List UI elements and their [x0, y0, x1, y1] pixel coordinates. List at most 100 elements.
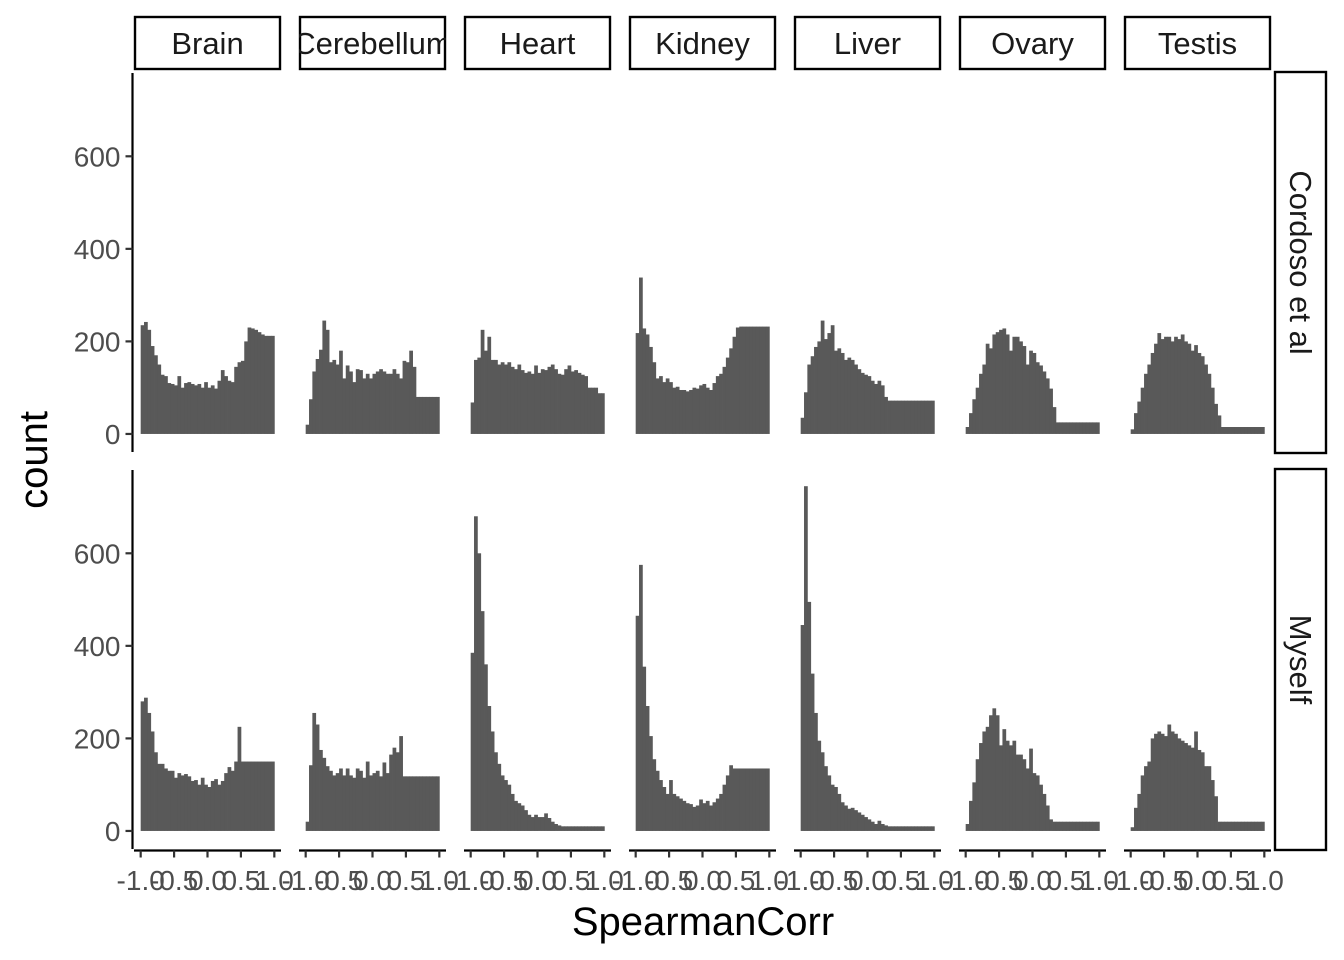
x-tick-label: -0.5	[810, 865, 858, 896]
histogram-bar	[510, 793, 515, 831]
x-tick-label: 0.5	[1211, 865, 1250, 896]
histogram-bar	[1055, 422, 1060, 434]
histogram-bar	[267, 761, 272, 831]
strip-box	[1273, 467, 1328, 852]
histogram-bar	[425, 776, 430, 831]
x-tick-label: 1.0	[255, 865, 294, 896]
histogram-bar	[722, 784, 727, 831]
histogram-bar	[854, 364, 858, 434]
histogram-bar	[329, 770, 333, 831]
histogram-bar	[739, 326, 743, 434]
histogram-bar	[837, 793, 842, 831]
histogram-bar	[719, 793, 723, 831]
histogram-bar	[1042, 371, 1047, 434]
y-tick-label: 600	[74, 141, 121, 172]
histogram-bar	[1227, 821, 1232, 831]
axes-layer: 02004006000200400600-1.0-0.50.00.51.0-1.…	[74, 73, 1284, 896]
histogram-bar	[1180, 740, 1185, 831]
histogram-bar	[432, 396, 437, 434]
histogram-bar	[332, 775, 337, 831]
histogram-bar	[1190, 747, 1195, 831]
histogram-bar	[1039, 365, 1043, 434]
histogram-bar	[305, 821, 310, 831]
histogram-bar	[1079, 422, 1084, 434]
strip-label-ovary: Ovary	[991, 26, 1074, 61]
histogram-bar	[352, 777, 357, 831]
panel-liver-myself	[800, 486, 935, 831]
histogram-bar	[1045, 378, 1050, 434]
histogram-bar	[190, 383, 195, 434]
x-tick-label: -0.5	[975, 865, 1023, 896]
x-tick-label: 0.0	[1013, 865, 1052, 896]
histogram-bar	[204, 382, 208, 434]
histogram-bar	[470, 652, 475, 831]
histogram-bar	[1092, 821, 1097, 831]
histogram-bar	[1069, 821, 1073, 831]
histogram-bar	[972, 399, 977, 434]
histogram-bar	[1194, 731, 1198, 831]
histogram-bar	[312, 371, 317, 434]
histogram-bar	[422, 776, 427, 831]
histogram-bar	[1039, 784, 1043, 831]
y-tick-label: 400	[74, 234, 121, 265]
histogram-bar	[870, 380, 875, 434]
histogram-bar	[1075, 821, 1080, 831]
histogram-bar	[419, 776, 424, 831]
histogram-bar	[544, 813, 548, 831]
histogram-bar	[1082, 821, 1087, 831]
histogram-bar	[487, 336, 492, 434]
y-tick-label: 200	[74, 326, 121, 357]
strip-label-liver: Liver	[834, 26, 901, 61]
histogram-bar	[342, 775, 347, 831]
histogram-bar	[685, 803, 690, 831]
histogram-bar	[742, 326, 747, 434]
histogram-bar	[1230, 427, 1235, 434]
histogram-bar	[900, 400, 905, 434]
histogram-bar	[224, 376, 228, 434]
histogram-bar	[335, 364, 340, 434]
histogram-bar	[712, 383, 717, 434]
histogram-bar	[382, 371, 387, 434]
histogram-bar	[745, 768, 750, 831]
strip-box	[793, 15, 942, 71]
histogram-bar	[662, 786, 667, 831]
histogram-bar	[765, 768, 770, 831]
histogram-bar	[164, 376, 168, 434]
histogram-bar	[257, 761, 262, 831]
histogram-bar	[577, 826, 582, 831]
histogram-bar	[999, 329, 1003, 434]
histogram-bar	[319, 349, 323, 434]
histogram-bar	[520, 370, 525, 434]
histogram-bar	[194, 780, 198, 831]
histogram-bar	[240, 761, 245, 831]
histogram-bar	[584, 826, 589, 831]
histogram-bar	[1227, 427, 1232, 434]
histogram-bar	[1230, 821, 1235, 831]
histogram-bar	[540, 369, 545, 434]
histogram-bar	[1154, 733, 1158, 831]
histogram-bar	[227, 767, 232, 831]
histogram-bar	[979, 743, 983, 831]
histogram-bar	[170, 383, 175, 434]
column-strip: Testis	[1123, 15, 1272, 71]
histogram-bar	[1167, 336, 1172, 434]
histogram-bar	[982, 731, 987, 831]
histogram-bar	[257, 332, 262, 434]
histogram-bar	[322, 320, 327, 434]
histogram-bar	[910, 400, 915, 434]
histogram-bar	[910, 826, 915, 831]
histogram-bar	[1137, 401, 1142, 434]
histogram-bar	[645, 334, 650, 434]
histogram-bar	[1240, 821, 1245, 831]
histogram-bar	[907, 400, 912, 434]
histogram-bar	[870, 821, 875, 831]
histogram-bar	[597, 826, 602, 831]
histogram-bar	[415, 396, 420, 434]
histogram-bar	[230, 770, 235, 831]
histogram-bar	[247, 761, 252, 831]
x-tick-label: 0.0	[848, 865, 887, 896]
x-axis: -1.0-0.50.00.51.0	[447, 849, 624, 896]
histogram-bar	[735, 327, 740, 434]
histogram-bar	[1260, 821, 1265, 831]
histogram-bar	[989, 348, 993, 434]
